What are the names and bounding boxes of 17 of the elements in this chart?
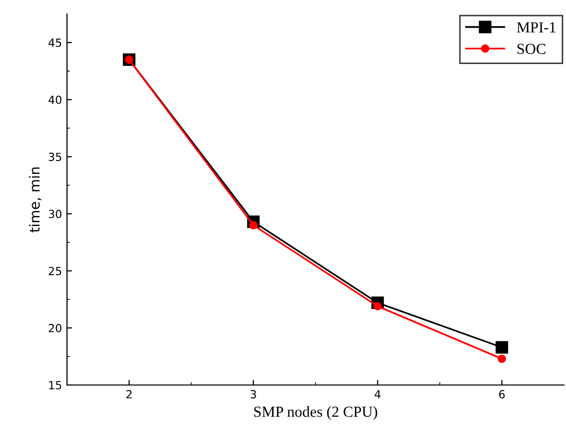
y-tick-label: 45 — [48, 38, 62, 47]
x-tick-label: 4 — [374, 390, 381, 398]
x-tick-label: 6 — [499, 390, 505, 398]
x-tick-label: 3 — [250, 390, 256, 398]
y-tick-label: 25 — [48, 266, 62, 276]
point — [498, 354, 506, 363]
y-tick-label: 35 — [48, 152, 62, 162]
legend-label: SOC — [517, 44, 546, 54]
y-tick-label: 15 — [49, 381, 62, 390]
point — [496, 341, 508, 354]
y-axis-title: time, min — [29, 167, 42, 232]
legend-label: MPI-1 — [516, 22, 556, 32]
y-tick-label: 30 — [48, 210, 62, 218]
y-tick-label: 20 — [48, 324, 62, 332]
y-tick-label: 40 — [48, 96, 62, 104]
x-axis-title: SMP nodes (2 CPU) — [254, 406, 378, 420]
x-tick-label: 2 — [126, 390, 132, 398]
